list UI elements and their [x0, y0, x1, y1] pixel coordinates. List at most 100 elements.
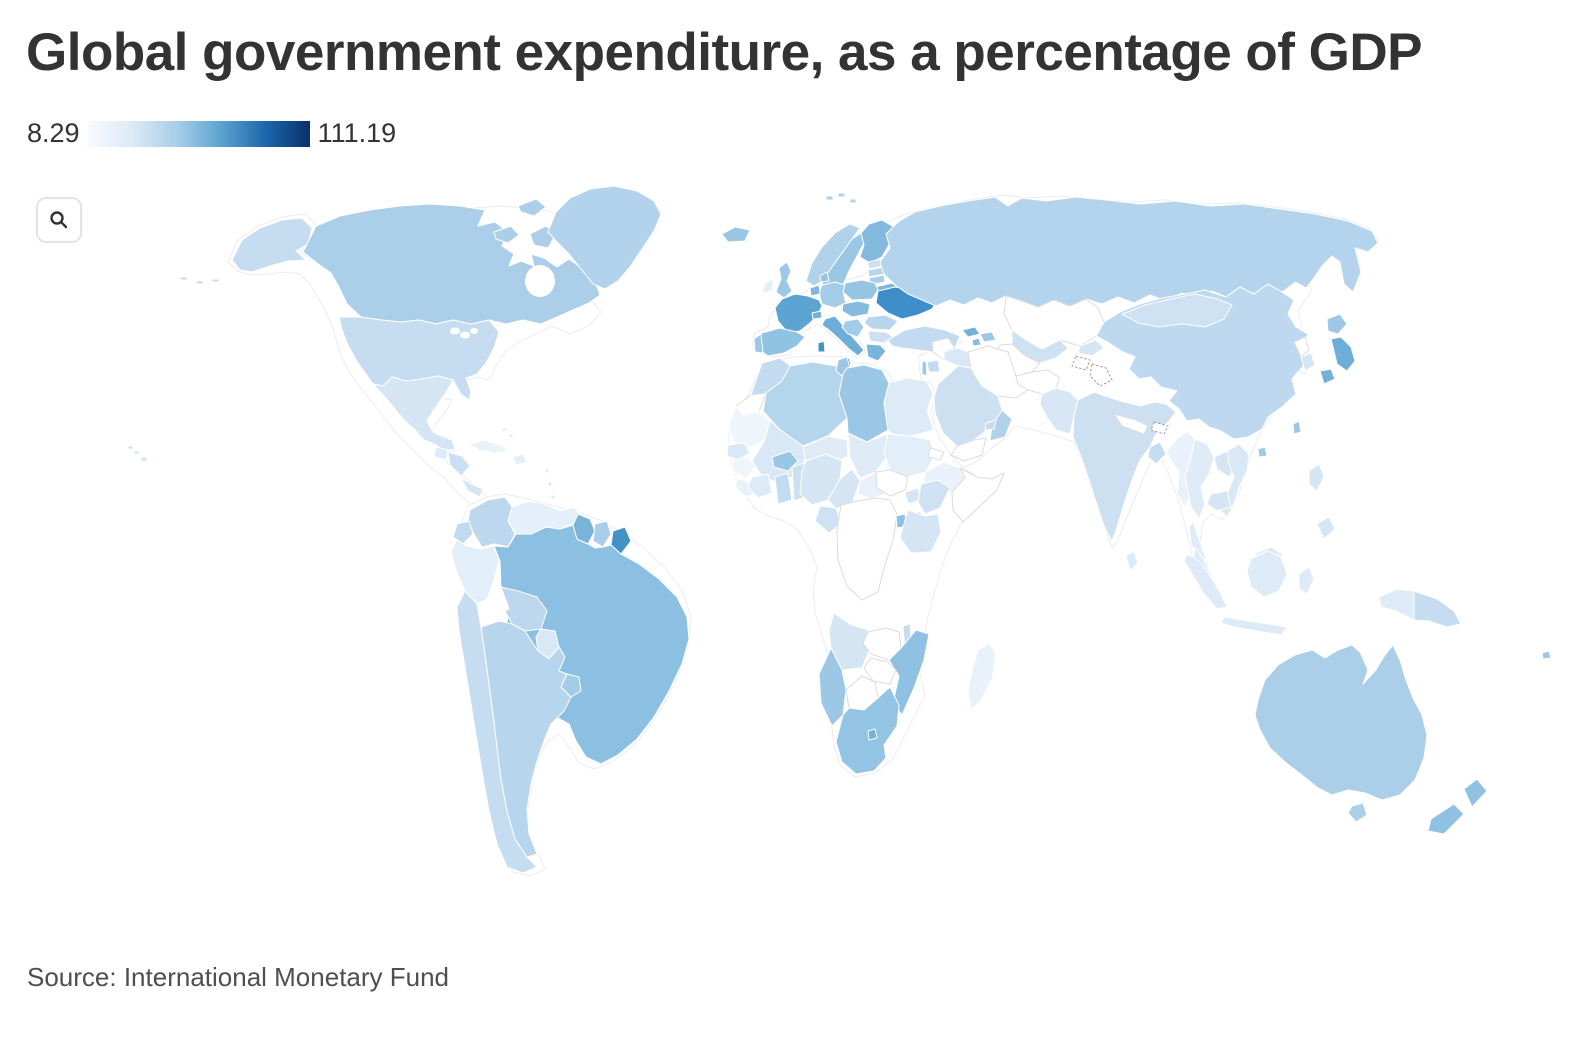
country-kenya[interactable]: [917, 479, 951, 515]
country-angola[interactable]: [828, 612, 871, 671]
country-zimbabwe[interactable]: [863, 657, 897, 685]
country-ghana[interactable]: [774, 472, 793, 505]
country-tajikistan[interactable]: [1071, 355, 1091, 371]
country-india[interactable]: [1072, 391, 1177, 543]
country-lesotho[interactable]: [867, 728, 878, 741]
country-peru[interactable]: [450, 539, 500, 605]
country-israel[interactable]: [921, 360, 928, 377]
country-japan-honshu[interactable]: [1330, 336, 1356, 372]
country-costa-rica-panama[interactable]: [460, 477, 484, 498]
country-switzerland[interactable]: [811, 310, 823, 320]
country-bahamas[interactable]: [501, 427, 514, 438]
country-lesser-antilles[interactable]: [544, 468, 556, 500]
country-new-zealand-south[interactable]: [1427, 803, 1465, 835]
map-zoom-button[interactable]: [36, 197, 82, 243]
country-tanzania[interactable]: [899, 509, 942, 554]
country-egypt[interactable]: [883, 377, 935, 437]
country-poland[interactable]: [842, 279, 879, 301]
country-iceland[interactable]: [721, 226, 751, 243]
country-australia[interactable]: [1254, 644, 1428, 801]
country-fiji[interactable]: [1541, 650, 1552, 660]
country-uruguay[interactable]: [560, 673, 582, 698]
country-somalia[interactable]: [951, 467, 1005, 523]
country-burkina-faso[interactable]: [771, 450, 799, 472]
country-yemen[interactable]: [950, 437, 987, 462]
country-greece[interactable]: [865, 343, 887, 362]
country-usa[interactable]: [338, 316, 500, 401]
country-italy[interactable]: [821, 315, 865, 357]
country-new-guinea-west[interactable]: [1378, 588, 1415, 621]
country-south-sudan[interactable]: [875, 469, 909, 497]
country-gabon-congo[interactable]: [814, 505, 842, 534]
country-ecuador[interactable]: [452, 520, 474, 545]
country-uae[interactable]: [984, 419, 997, 431]
country-sri-lanka[interactable]: [1125, 550, 1139, 572]
country-new-zealand-north[interactable]: [1463, 778, 1488, 808]
country-finland[interactable]: [859, 219, 895, 264]
country-guatemala[interactable]: [433, 446, 449, 461]
country-chad[interactable]: [847, 432, 889, 479]
country-eritrea[interactable]: [927, 447, 945, 461]
country-colombia[interactable]: [467, 496, 516, 548]
country-bangladesh[interactable]: [1147, 441, 1167, 465]
country-north-korea[interactable]: [1293, 336, 1310, 358]
country-ellesmere-island[interactable]: [517, 198, 547, 217]
country-japan-kyushu[interactable]: [1319, 368, 1336, 385]
country-borneo[interactable]: [1246, 550, 1288, 598]
country-oman[interactable]: [989, 409, 1013, 442]
country-azerbaijan[interactable]: [979, 331, 997, 343]
country-south-korea[interactable]: [1300, 352, 1316, 372]
country-drc[interactable]: [836, 497, 898, 601]
country-hainan[interactable]: [1257, 446, 1268, 458]
country-hispaniola[interactable]: [512, 453, 528, 466]
country-guyana[interactable]: [572, 513, 596, 545]
country-java[interactable]: [1220, 616, 1288, 636]
country-uk[interactable]: [775, 261, 793, 299]
country-french-guiana[interactable]: [610, 526, 632, 555]
country-thailand[interactable]: [1184, 438, 1215, 564]
country-taiwan[interactable]: [1292, 420, 1302, 435]
country-aleutians[interactable]: [179, 276, 220, 285]
country-mongolia[interactable]: [1121, 293, 1233, 328]
country-honduras-nicaragua[interactable]: [447, 451, 471, 477]
country-mexico[interactable]: [372, 375, 456, 452]
country-philippines[interactable]: [1308, 463, 1336, 540]
country-central-europe[interactable]: [841, 300, 871, 318]
country-greenland[interactable]: [547, 185, 662, 290]
country-cuba[interactable]: [467, 439, 510, 454]
country-cambodia[interactable]: [1206, 490, 1232, 512]
country-sierra-leone-liberia[interactable]: [735, 477, 757, 498]
country-pakistan[interactable]: [1039, 387, 1079, 435]
country-ireland[interactable]: [761, 278, 774, 294]
country-ivory-coast[interactable]: [747, 473, 773, 499]
country-japan-hokkaido[interactable]: [1326, 313, 1348, 335]
country-portugal[interactable]: [753, 333, 764, 354]
country-germany[interactable]: [818, 281, 847, 309]
country-guinea[interactable]: [731, 456, 756, 479]
country-bolivia[interactable]: [500, 586, 548, 632]
country-kyrgyzstan[interactable]: [1077, 339, 1105, 357]
country-namibia[interactable]: [818, 647, 847, 727]
country-sardinia[interactable]: [817, 340, 826, 353]
country-sumatra[interactable]: [1183, 553, 1228, 610]
country-balkans[interactable]: [841, 318, 865, 338]
country-victoria-island[interactable]: [493, 225, 520, 244]
country-alaska[interactable]: [231, 217, 313, 273]
country-hawaii[interactable]: [127, 445, 148, 462]
country-nepal[interactable]: [1113, 413, 1149, 435]
country-senegal[interactable]: [726, 442, 751, 461]
country-benelux[interactable]: [809, 284, 821, 297]
country-papua-new-guinea[interactable]: [1413, 590, 1462, 628]
country-argentina[interactable]: [480, 620, 572, 858]
country-kashmir[interactable]: [1089, 363, 1113, 387]
country-suriname[interactable]: [592, 520, 612, 548]
country-tasmania[interactable]: [1347, 802, 1368, 823]
country-sulawesi[interactable]: [1298, 566, 1315, 595]
country-madagascar[interactable]: [967, 642, 997, 710]
country-south-africa[interactable]: [835, 686, 900, 775]
country-romania[interactable]: [863, 314, 899, 331]
country-france[interactable]: [774, 293, 823, 334]
country-bhutan[interactable]: [1150, 421, 1169, 435]
country-svalbard[interactable]: [825, 192, 857, 204]
country-denmark[interactable]: [819, 271, 830, 283]
